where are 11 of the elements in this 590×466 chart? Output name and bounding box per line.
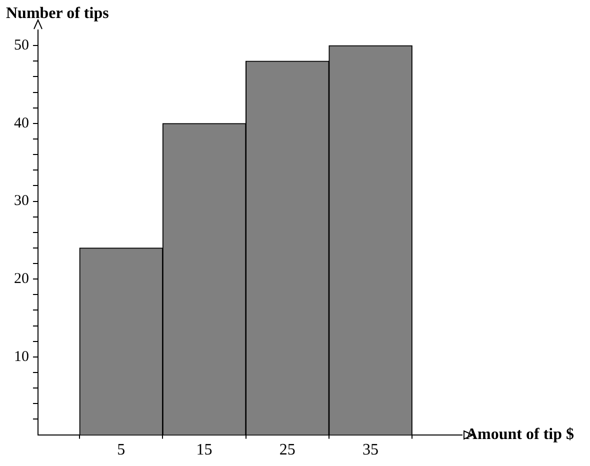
y-tick-label: 40 bbox=[14, 115, 29, 132]
x-axis-title: Amount of tip $ bbox=[466, 426, 574, 443]
x-tick-label: 35 bbox=[362, 442, 379, 459]
y-axis-title: Number of tips bbox=[6, 5, 109, 22]
x-tick-label: 15 bbox=[196, 442, 212, 459]
y-tick-label: 10 bbox=[14, 348, 29, 365]
x-tick-label: 25 bbox=[279, 442, 296, 459]
x-tick-label: 5 bbox=[117, 442, 126, 459]
y-tick-label: 20 bbox=[14, 271, 29, 288]
y-tick-label: 30 bbox=[14, 193, 29, 210]
y-tick-label: 50 bbox=[14, 38, 29, 54]
